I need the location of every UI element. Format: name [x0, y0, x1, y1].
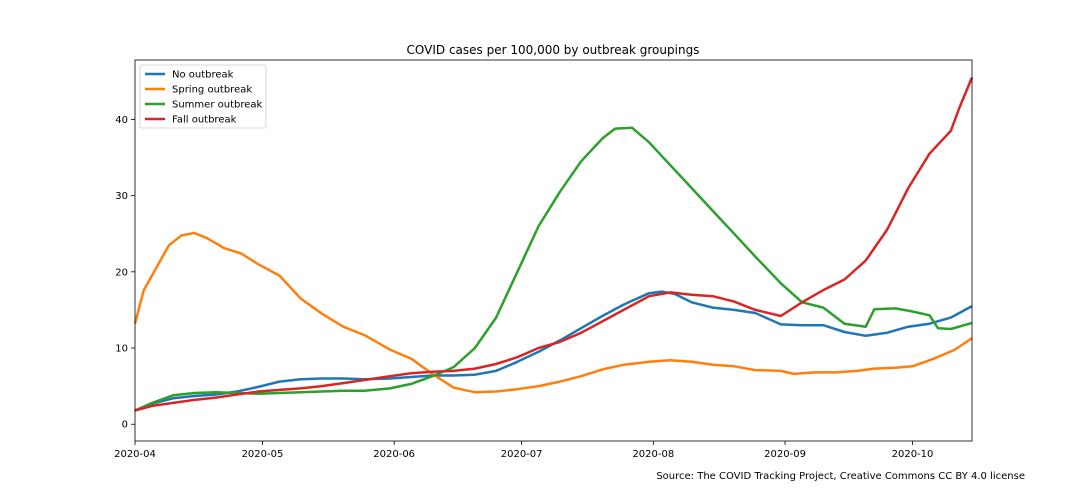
y-tick-label: 20 [115, 267, 128, 278]
y-tick-label: 0 [122, 420, 128, 431]
x-axis: 2020-04 2020-05 2020-06 2020-07 2020-08 2020-… [114, 441, 933, 460]
axes-frame [134, 59, 973, 442]
x-tick-label: 2020-06 [373, 449, 415, 460]
x-tick-label: 2020-05 [242, 449, 284, 460]
series-line-1 [133, 231, 973, 394]
x-tick-label: 2020-04 [114, 449, 156, 460]
chart-title: COVID cases per 100,000 by outbreak grou… [407, 43, 700, 57]
source-note: Source: The COVID Tracking Project, Crea… [656, 471, 1025, 482]
x-tick-label: 2020-08 [632, 449, 674, 460]
x-tick-label: 2020-09 [764, 449, 806, 460]
series-line-3 [134, 77, 974, 412]
y-tick-label: 40 [115, 115, 128, 126]
series-line-0 [134, 290, 973, 412]
x-tick-label: 2020-07 [501, 449, 543, 460]
legend-label: Summer outbreak [172, 100, 263, 111]
series-layer [133, 77, 974, 412]
y-tick-label: 30 [115, 191, 128, 202]
y-axis: 0 10 20 30 40 [115, 115, 135, 431]
legend: No outbreak Spring outbreak Summer outbrea… [139, 64, 267, 129]
legend-label: Fall outbreak [172, 115, 237, 126]
series-line-2 [134, 126, 973, 412]
legend-label: Spring outbreak [172, 85, 252, 96]
legend-box [139, 64, 267, 129]
y-tick-label: 10 [115, 344, 128, 355]
legend-label: No outbreak [172, 70, 234, 81]
x-tick-label: 2020-10 [892, 449, 934, 460]
